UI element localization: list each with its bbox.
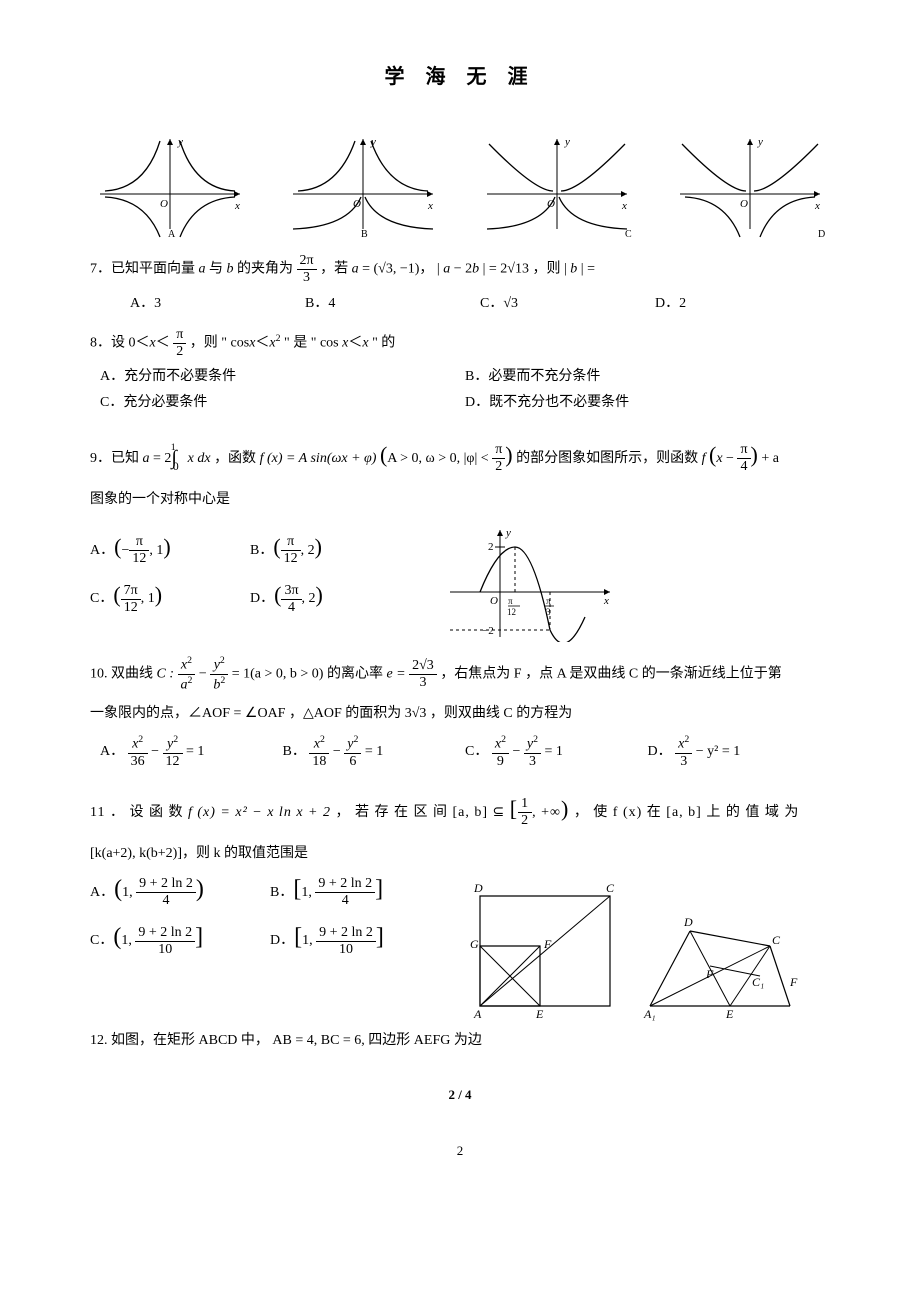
- q10-opt-d: D． x23 − y² = 1: [648, 735, 831, 769]
- svg-text:O: O: [490, 595, 498, 607]
- graph-option-d: O x y D: [670, 129, 830, 239]
- question-12: 12. 如图，在矩形 ABCD 中， AB = 4, BC = 6, 四边形 A…: [90, 1026, 830, 1057]
- question-11: 11 ． 设 函 数 f (x) = x² − x ln x + 2 ， 若 存…: [90, 785, 830, 833]
- svg-text:D: D: [818, 229, 825, 239]
- svg-text:C: C: [606, 881, 615, 895]
- question-8: 8．设 0＜x＜ π2 ，则 " cosx＜x2 " 是 " cos x＜x "…: [90, 328, 830, 360]
- q9-opt-c: C．(7π12, 1): [90, 582, 250, 614]
- q11-opt-d: D．[1, 9 + 2 ln 210]: [270, 924, 450, 956]
- q9-opt-a: A．(−π12, 1): [90, 534, 250, 566]
- svg-text:2: 2: [488, 541, 494, 553]
- page-header: 学 海 无 涯: [90, 60, 830, 89]
- page-number-fraction: 2 / 4: [90, 1087, 830, 1103]
- q9-graph: O x y 2 −2 π 12 π 3: [440, 522, 620, 642]
- q9-opt-d: D．(3π4, 2): [250, 582, 410, 614]
- q8-opt-a: A．充分而不必要条件: [100, 365, 465, 385]
- question-10: 10. 双曲线 C : x2a2 − y2b2 = 1(a > 0, b > 0…: [90, 656, 830, 692]
- q7-opt-a: A．3: [130, 292, 305, 312]
- q9-opt-b: B．(π12, 2): [250, 534, 410, 566]
- svg-text:x: x: [427, 200, 433, 212]
- svg-text:A₁: A₁: [643, 1007, 656, 1021]
- q9-options-row: A．(−π12, 1) B．(π12, 2) C．(7π12, 1) D．(3π…: [90, 522, 830, 642]
- q10-options: A． x236 − y212 = 1 B． x218 − y26 = 1 C． …: [100, 735, 830, 769]
- svg-text:C: C: [625, 229, 632, 239]
- svg-text:x: x: [814, 200, 820, 212]
- graph-option-c: O x y C: [477, 129, 637, 239]
- svg-text:D: D: [683, 915, 693, 929]
- q10-line2: 一象限内的点，∠AOF = ∠OAF ，△AOF 的面积为 3√3 ，则双曲线 …: [90, 699, 830, 730]
- q11-opt-c: C．(1, 9 + 2 ln 210]: [90, 924, 270, 956]
- page-number: 2: [90, 1143, 830, 1159]
- q10-opt-c: C． x29 − y23 = 1: [465, 735, 648, 769]
- q7-options: A．3 B．4 C．√3 D．2: [130, 292, 830, 312]
- q7-opt-c: C．√3: [480, 292, 655, 312]
- svg-text:E: E: [725, 1007, 734, 1021]
- graph-option-a: O x y A: [90, 129, 250, 239]
- svg-text:G: G: [470, 937, 479, 951]
- svg-text:y: y: [505, 527, 511, 539]
- svg-text:A: A: [473, 1007, 482, 1021]
- svg-text:D: D: [473, 881, 483, 895]
- svg-text:12: 12: [507, 607, 516, 617]
- svg-text:π: π: [508, 596, 513, 606]
- q8-opt-d: D．既不充分也不必要条件: [465, 391, 830, 411]
- q11-options: A．(1, 9 + 2 ln 24) B．[1, 9 + 2 ln 24] C．…: [90, 876, 450, 973]
- q10-opt-a: A． x236 − y212 = 1: [100, 735, 283, 769]
- svg-text:F: F: [789, 975, 798, 989]
- q7-text: 7．已知平面向量: [90, 262, 199, 277]
- q12-figure: A C D E F G A₁: [460, 876, 800, 1026]
- question-7: 7．已知平面向量 a 与 b 的夹角为 2π3 ，若 a = (√3, −1)，…: [90, 254, 830, 286]
- q7-opt-b: B．4: [305, 292, 480, 312]
- question-9: 9．已知 a = 2∫01x dx ，函数 f (x) = A sin(ωx +…: [90, 431, 830, 479]
- svg-text:C₁: C₁: [752, 975, 764, 989]
- q11-opt-a: A．(1, 9 + 2 ln 24): [90, 876, 270, 908]
- q8-opt-b: B．必要而不充分条件: [465, 365, 830, 385]
- q8-options: A．充分而不必要条件 B．必要而不充分条件 C．充分必要条件 D．既不充分也不必…: [100, 365, 830, 417]
- svg-text:F: F: [705, 967, 714, 981]
- svg-text:x: x: [621, 200, 627, 212]
- svg-text:x: x: [234, 200, 240, 212]
- q11-line2: [k(a+2), k(b+2)]，则 k 的取值范围是: [90, 839, 830, 870]
- option-graphs-row: O x y A O x y B: [90, 129, 830, 239]
- q9-line2: 图象的一个对称中心是: [90, 485, 830, 516]
- q7-opt-d: D．2: [655, 292, 830, 312]
- page: 学 海 无 涯 O x y A: [0, 0, 920, 1302]
- svg-text:B: B: [361, 229, 368, 239]
- graph-option-b: O x y B: [283, 129, 443, 239]
- svg-text:O: O: [740, 198, 748, 210]
- svg-text:C: C: [772, 933, 781, 947]
- svg-text:−2: −2: [482, 625, 494, 637]
- svg-text:E: E: [535, 1007, 544, 1021]
- q11-opt-b: B．[1, 9 + 2 ln 24]: [270, 876, 450, 908]
- svg-text:y: y: [757, 136, 763, 148]
- q10-opt-b: B． x218 − y26 = 1: [283, 735, 466, 769]
- svg-text:x: x: [603, 595, 609, 607]
- svg-text:π: π: [546, 596, 551, 606]
- svg-text:O: O: [160, 198, 168, 210]
- svg-text:A: A: [168, 229, 176, 239]
- svg-text:y: y: [564, 136, 570, 148]
- q8-opt-c: C．充分必要条件: [100, 391, 465, 411]
